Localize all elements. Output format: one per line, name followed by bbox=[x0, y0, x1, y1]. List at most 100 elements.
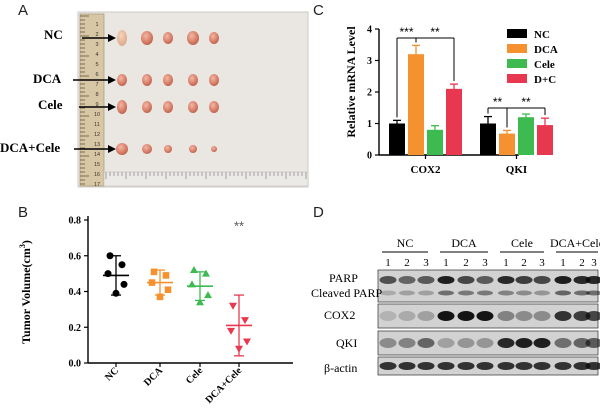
blot-band bbox=[437, 338, 455, 348]
bar-y-axis-label: Relative mRNA Level bbox=[344, 26, 358, 138]
x-tick-label: Cele bbox=[184, 365, 206, 387]
y-tick-label: 0.0 bbox=[69, 359, 82, 370]
tumor bbox=[188, 101, 198, 113]
tumor bbox=[142, 101, 152, 113]
blot-group-label: DCA bbox=[451, 236, 477, 250]
blot-group-label: DCA+Cele bbox=[550, 236, 600, 250]
blot-band bbox=[457, 338, 475, 348]
group-label-dca-cele: DCA+Cele bbox=[0, 140, 61, 155]
ruler-number: 16 bbox=[94, 172, 100, 178]
blot-band bbox=[399, 290, 415, 296]
tumor bbox=[117, 100, 127, 114]
blot-band bbox=[417, 311, 435, 321]
blot-band bbox=[554, 276, 572, 284]
bar bbox=[408, 54, 424, 156]
x-tick-label: DCA+Cele bbox=[204, 365, 245, 406]
x-tick-label: QKI bbox=[506, 164, 527, 176]
blot-band bbox=[554, 362, 572, 370]
tumor bbox=[209, 101, 219, 113]
blot-label-beta-actin: β-actin bbox=[324, 361, 358, 375]
blot-band bbox=[573, 276, 591, 284]
blot-band bbox=[379, 338, 397, 348]
blot-band bbox=[516, 290, 532, 296]
legend-swatch bbox=[507, 44, 527, 53]
lane-number: 3 bbox=[591, 257, 597, 269]
blot-band bbox=[573, 311, 591, 321]
lane-number: 1 bbox=[385, 257, 391, 269]
significance-mark: ** bbox=[430, 25, 440, 39]
blot-band bbox=[418, 290, 434, 296]
blot-band bbox=[398, 362, 416, 370]
ruler-number: 13 bbox=[94, 142, 100, 148]
tumor bbox=[209, 74, 219, 86]
blot-band bbox=[533, 276, 551, 284]
lane-number: 2 bbox=[404, 257, 410, 269]
lane-number: 3 bbox=[423, 257, 429, 269]
bar bbox=[446, 88, 462, 155]
blot-band bbox=[554, 311, 572, 321]
tumor bbox=[209, 32, 219, 44]
blot-band bbox=[457, 311, 475, 321]
ruler-number: 17 bbox=[94, 182, 100, 188]
legend-label: NC bbox=[534, 29, 550, 41]
blot-band bbox=[477, 290, 493, 296]
data-point bbox=[118, 261, 126, 269]
panel-label-c: C bbox=[313, 2, 324, 19]
ruler-number: 5 bbox=[95, 62, 98, 68]
blot-band bbox=[476, 338, 494, 348]
blot-band bbox=[555, 290, 571, 296]
data-point bbox=[229, 302, 237, 310]
tumor bbox=[163, 32, 173, 44]
tumor bbox=[211, 146, 217, 152]
blot-band bbox=[398, 276, 416, 284]
tumor bbox=[164, 145, 172, 153]
data-point bbox=[150, 268, 158, 276]
tumor bbox=[187, 31, 199, 45]
blot-band bbox=[573, 362, 591, 370]
blot-band bbox=[457, 276, 475, 284]
data-point bbox=[196, 298, 204, 306]
blot-band bbox=[586, 290, 600, 296]
group-label-nc: NC bbox=[44, 27, 63, 42]
y-tick-label: 2 bbox=[367, 88, 372, 99]
significance-mark: ** bbox=[493, 95, 503, 109]
blot-band bbox=[476, 362, 494, 370]
panel-d: NC DCA Cele DCA+Cele 1 2 3 1 2 3 1 2 3 1 2 3 PARP Cleav… bbox=[310, 200, 600, 413]
tumor bbox=[116, 143, 128, 155]
ruler-number: 10 bbox=[94, 112, 100, 118]
bar bbox=[499, 133, 515, 155]
blot-label-parp: PARP bbox=[329, 271, 358, 285]
panel-label-d: D bbox=[313, 204, 324, 221]
blot-band bbox=[534, 290, 550, 296]
lane-number: 1 bbox=[503, 257, 509, 269]
arrow-head bbox=[108, 103, 116, 111]
y-tick-label: 1 bbox=[367, 119, 372, 130]
data-point bbox=[235, 345, 243, 353]
blot-band bbox=[437, 276, 455, 284]
lane-number: 1 bbox=[560, 257, 566, 269]
tumor-samples bbox=[116, 30, 219, 155]
blot-band bbox=[379, 311, 397, 321]
blot-band bbox=[438, 290, 454, 296]
ruler-number: 4 bbox=[95, 52, 98, 58]
photo-frame bbox=[77, 11, 309, 188]
blot-band bbox=[498, 290, 514, 296]
blot-band bbox=[380, 290, 396, 296]
blot-band bbox=[497, 338, 515, 348]
data-point bbox=[227, 327, 235, 335]
lane-number: 3 bbox=[482, 257, 488, 269]
ruler-number: 7 bbox=[95, 82, 98, 88]
blot-band bbox=[533, 362, 551, 370]
lane-number: 1 bbox=[443, 257, 449, 269]
data-point bbox=[106, 252, 114, 260]
blot-band bbox=[497, 276, 515, 284]
bar bbox=[427, 129, 443, 155]
blot-band bbox=[476, 311, 494, 321]
panel-a: 1 2 3 4 5 6 7 8 9 10 11 12 13 14 15 16 17 NC DCA Cele DC… bbox=[0, 0, 310, 200]
ruler-number: 8 bbox=[95, 92, 98, 98]
legend-swatch bbox=[507, 74, 527, 83]
significance-mark: ** bbox=[234, 219, 244, 234]
